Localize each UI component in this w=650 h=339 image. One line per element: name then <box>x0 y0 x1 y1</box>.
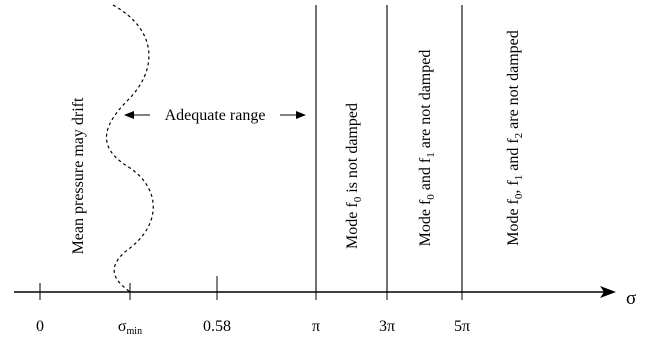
tick-label-058: 0.58 <box>203 318 231 335</box>
region-label-mode-f0: Mode f0 is not damped <box>344 103 364 249</box>
region-label-mode-f0-f1: Mode f0 and f1 are not damped <box>417 50 437 247</box>
adequate-arrow-right-head <box>296 111 306 119</box>
adequate-range-label: Adequate range <box>165 107 266 124</box>
axis-arrowhead <box>600 286 616 298</box>
tick-label-5pi: 5π <box>454 318 470 335</box>
tick-label-3pi: 3π <box>379 318 395 335</box>
adequate-arrow-left-head <box>124 111 134 119</box>
region-label-mode-f0-f1-f2: Mode f0, f1 and f2 are not damped <box>505 30 525 246</box>
region-label-drift: Mean pressure may drift <box>70 97 87 254</box>
axis-variable-label: σ <box>626 288 636 309</box>
tick-label-pi: π <box>312 318 320 335</box>
tick-label-zero: 0 <box>36 318 44 335</box>
wavy-boundary <box>105 4 154 293</box>
tick-label-sigma-min: σmin <box>118 318 142 337</box>
